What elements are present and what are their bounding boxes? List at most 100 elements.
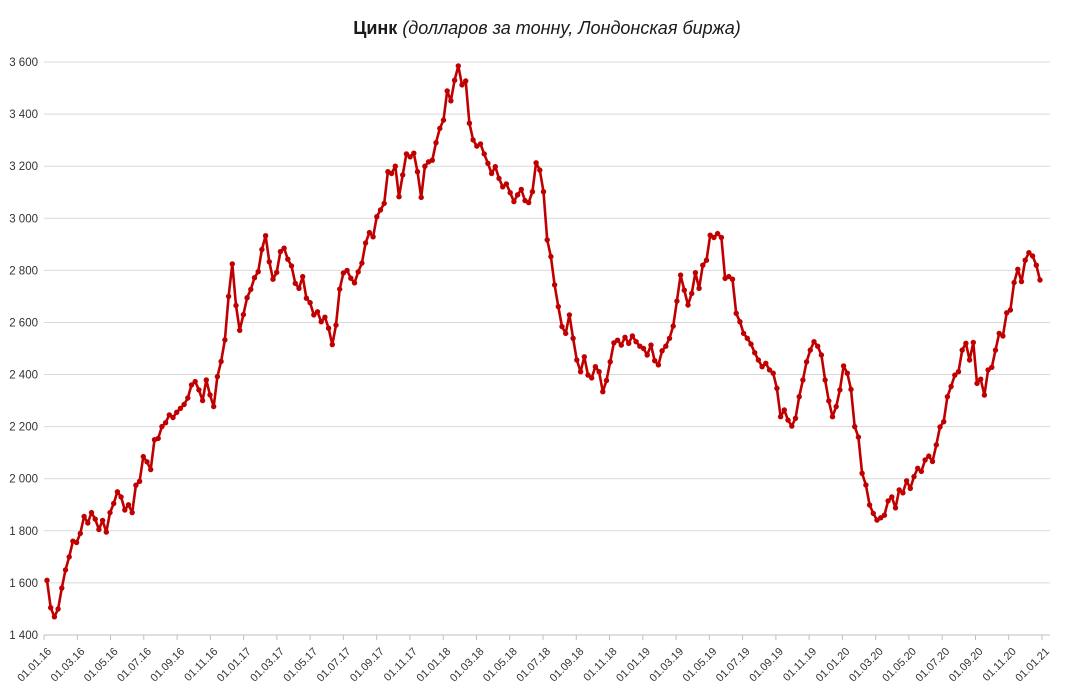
data-point-marker [970,339,976,346]
data-point-marker [703,257,710,263]
data-point-marker [440,117,447,123]
data-point-marker [529,189,536,195]
data-point-marker [73,539,80,546]
data-point-marker [1018,278,1025,285]
x-tick-label: 01.05.16 [82,646,121,685]
data-point-marker [396,194,402,200]
data-point-marker [288,263,295,269]
data-point-marker [92,516,98,522]
data-point-marker [674,298,680,304]
data-point-marker [777,414,784,420]
data-point-marker [652,358,658,364]
data-point-marker [918,468,925,475]
data-point-marker [455,63,461,69]
data-point-marker [592,364,599,370]
data-point-marker [496,175,502,182]
data-point-marker [303,295,310,301]
data-point-marker [596,369,602,375]
data-point-marker [125,502,132,508]
data-point-marker [411,150,417,156]
data-point-marker [222,337,228,343]
data-point-marker [162,420,169,426]
x-tick-label: 01.01.19 [614,646,653,685]
x-tick-label: 01.09.20 [947,646,986,685]
data-point-marker [1007,307,1014,313]
data-point-marker [477,141,484,147]
data-point-marker [666,335,673,341]
data-point-marker [963,340,969,346]
y-tick-label: 3 200 [9,161,38,173]
data-point-marker [763,360,769,366]
data-point-marker [44,577,50,583]
x-tick-label: 01.09.17 [348,646,387,685]
data-point-marker [429,157,435,163]
data-point-marker [259,246,265,253]
x-tick-label: 01.11.17 [382,646,420,684]
data-point-marker [314,309,321,315]
data-point-marker [789,423,795,429]
data-point-marker [503,181,510,187]
data-point-marker [400,172,406,178]
x-tick-label: 01.05.17 [281,646,320,685]
data-point-marker [896,487,902,493]
data-point-marker [96,526,102,533]
data-point-marker [696,285,702,291]
data-point-marker [559,323,565,330]
data-point-marker [733,310,739,316]
data-point-marker [262,233,269,239]
data-point-marker [989,364,995,370]
data-point-marker [66,554,72,560]
y-tick-label: 3 600 [9,57,38,69]
data-point-marker [159,423,165,430]
data-point-marker [229,261,235,267]
x-tick-label: 01.01.18 [415,646,454,685]
data-point-marker [451,77,458,83]
data-point-marker [129,509,135,516]
data-point-marker [511,198,517,205]
data-point-marker [337,286,343,292]
data-point-marker [633,339,639,345]
data-point-marker [852,423,858,430]
data-points [44,63,1043,620]
data-point-marker [607,359,613,365]
data-point-marker [318,319,324,325]
data-point-marker [185,395,191,401]
data-point-marker [570,335,576,341]
data-point-marker [892,505,899,511]
data-point-marker [855,434,862,440]
data-point-marker [800,377,806,383]
data-point-marker [566,312,573,318]
data-point-marker [903,478,910,484]
data-point-marker [748,341,754,347]
data-point-marker [1015,266,1021,272]
data-point-marker [351,280,358,286]
data-point-marker [866,502,873,508]
y-tick-label: 3 400 [9,109,38,121]
data-point-marker [485,160,491,166]
data-point-marker [774,385,780,391]
data-point-marker [992,347,999,353]
data-point-marker [255,269,261,275]
data-point-marker [422,163,428,169]
data-point-marker [974,380,980,387]
data-point-marker [792,415,799,421]
data-point-marker [392,163,398,169]
data-point-marker [388,170,395,177]
data-point-marker [829,414,836,420]
data-point-marker [937,424,943,430]
data-point-marker [759,364,765,370]
data-point-marker [833,403,839,410]
data-point-marker [692,270,699,276]
data-point-marker [526,199,532,206]
data-point-marker [274,269,280,276]
data-point-marker [911,473,917,480]
data-point-marker [466,120,473,126]
data-point-marker [225,293,232,300]
data-point-marker [300,273,306,280]
data-point-marker [555,303,561,310]
data-point-marker [663,343,669,349]
y-tick-label: 1 800 [9,526,38,538]
data-point-marker [574,357,580,363]
x-tick-label: 01.01.20 [814,646,853,685]
